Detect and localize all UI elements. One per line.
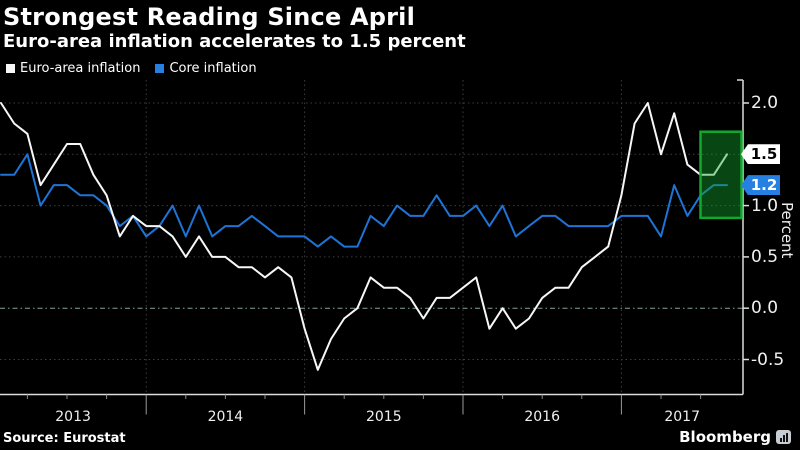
y-tick-label: -0.5 [751,349,785,370]
x-year-label: 2016 [524,409,560,425]
bloomberg-terminal-icon [776,430,791,444]
x-year-label: 2014 [207,409,244,425]
highlight-box [699,130,743,220]
x-year-label: 2017 [664,409,700,425]
source-credit: Source: Eurostat [3,431,126,446]
legend-item-euro-area: Euro-area inflation [6,61,140,76]
page-title: Strongest Reading Since April [3,3,416,31]
y-tick-label: 0.0 [751,298,779,319]
bloomberg-wordmark: Bloomberg [679,428,771,446]
legend-label-core: Core inflation [169,61,257,76]
y-tick-label: 0.5 [751,246,779,267]
y-axis-unit-label: Percent [778,202,796,259]
euro-area-inflation-line [0,102,728,371]
legend-label-euro-area: Euro-area inflation [20,61,141,76]
y-tick-label: 1.0 [751,195,779,216]
legend-swatch-core-icon [155,64,165,73]
legend-swatch-euro-area-icon [6,64,15,73]
core-value-callout: 1.2 [741,175,780,196]
page-subtitle: Euro-area inflation accelerates to 1.5 p… [3,31,466,52]
y-tick-label: 2.0 [751,93,779,113]
legend-item-core: Core inflation [155,61,257,76]
bloomberg-logo: Bloomberg [679,428,791,446]
core-inflation-line [0,153,728,248]
x-year-label: 2015 [365,409,402,425]
chart-legend: Euro-area inflation Core inflation [6,61,257,76]
x-year-label: 2013 [55,409,91,425]
headline-value-callout: 1.5 [741,144,780,165]
